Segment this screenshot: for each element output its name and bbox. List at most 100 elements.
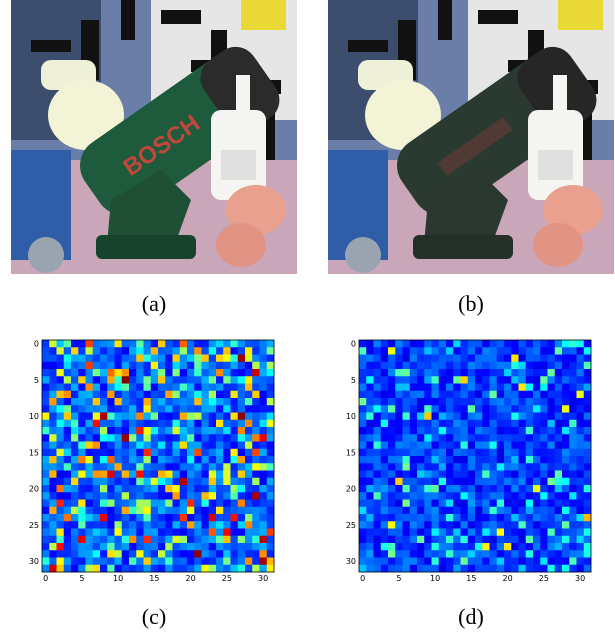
heatmap-cell — [373, 354, 382, 363]
heatmap-cell — [460, 470, 469, 479]
heatmap-cell — [417, 376, 425, 384]
heatmap-cell — [467, 419, 476, 428]
heatmap-cell — [107, 499, 115, 508]
heatmap-cell — [518, 340, 527, 348]
heatmap-cell — [518, 557, 527, 566]
heatmap-cell — [63, 521, 72, 529]
heatmap-cell — [489, 514, 498, 522]
heatmap-cell — [252, 448, 260, 457]
heatmap-cell — [373, 412, 382, 421]
heatmap-cell — [554, 535, 563, 544]
heatmap-cell — [583, 470, 592, 479]
heatmap-cell — [489, 521, 498, 529]
heatmap-cell — [158, 506, 166, 515]
heatmap-cell — [366, 456, 374, 464]
heatmap-cell — [63, 477, 72, 486]
heatmap-cell — [460, 434, 469, 442]
heatmap-cell — [56, 383, 65, 392]
heatmap-cell — [475, 354, 483, 363]
heatmap-cell — [547, 514, 556, 522]
heatmap-cell — [569, 405, 577, 413]
heatmap-cell — [431, 361, 440, 370]
heatmap-cell — [489, 340, 498, 348]
heatmap-cell — [402, 398, 411, 406]
heatmap-cell — [107, 412, 115, 421]
heatmap-cell — [453, 383, 461, 392]
heatmap-cell — [230, 543, 239, 551]
heatmap-cell — [49, 340, 57, 348]
heatmap-cell — [504, 543, 512, 551]
heatmap-cell — [540, 550, 548, 558]
heatmap-cell — [366, 506, 374, 515]
heatmap-cell — [525, 412, 534, 421]
heatmap-cell — [395, 361, 403, 370]
heatmap-cell — [187, 427, 195, 435]
heatmap-cell — [547, 463, 556, 471]
heatmap-cell — [540, 434, 548, 442]
heatmap-cell — [504, 383, 512, 392]
heatmap-cell — [359, 412, 367, 421]
heatmap-cell — [85, 405, 94, 413]
heatmap-cell — [518, 434, 527, 442]
heatmap-cell — [504, 528, 512, 537]
heatmap-cell — [56, 390, 65, 399]
heatmap-cell — [143, 347, 152, 355]
heatmap-cell — [569, 499, 577, 508]
heatmap-cell — [467, 564, 476, 573]
heatmap-cell — [547, 340, 556, 348]
heatmap-cell — [583, 448, 592, 457]
heatmap-cell — [511, 376, 519, 384]
heatmap-cell — [136, 470, 144, 479]
heatmap-cell — [453, 463, 461, 471]
heatmap-cell — [424, 543, 432, 551]
heatmap-cell — [245, 514, 253, 522]
heatmap-cell — [366, 340, 374, 348]
heatmap-cell — [208, 398, 217, 406]
heatmap-cell — [525, 369, 534, 377]
heatmap-cell — [482, 564, 490, 573]
heatmap-cell — [446, 361, 454, 370]
heatmap-cell — [518, 354, 527, 363]
heatmap-cell — [187, 521, 195, 529]
heatmap-cell — [114, 354, 123, 363]
heatmap-cell — [245, 550, 253, 558]
heatmap-cell — [107, 557, 115, 566]
heatmap-cell — [525, 470, 534, 479]
heatmap-cell — [460, 398, 469, 406]
heatmap-cell — [409, 528, 418, 537]
heatmap-cell — [230, 477, 239, 486]
heatmap-cell — [359, 434, 367, 442]
heatmap-cell — [208, 485, 217, 493]
heatmap-cell — [467, 456, 476, 464]
heatmap-cell — [424, 390, 432, 399]
heatmap-cell — [554, 347, 563, 355]
heatmap-cell — [511, 557, 519, 566]
heatmap-cell — [554, 485, 563, 493]
heatmap-cell — [42, 390, 50, 399]
heatmap-cell — [172, 477, 181, 486]
heatmap-cell — [266, 412, 275, 421]
heatmap-cell — [424, 514, 432, 522]
heatmap-cell — [489, 564, 498, 573]
heatmap-cell — [562, 543, 570, 551]
heatmap-cell — [49, 550, 57, 558]
heatmap-cell — [245, 528, 253, 537]
heatmap-cell — [395, 506, 403, 515]
heatmap-cell — [540, 557, 548, 566]
heatmap-cell — [475, 492, 483, 500]
heatmap-cell — [467, 376, 476, 384]
heatmap-cell — [424, 376, 432, 384]
heatmap-cell — [92, 514, 101, 522]
heatmap-cell — [216, 543, 224, 551]
heatmap-cell — [359, 347, 367, 355]
heatmap-cell — [71, 485, 79, 493]
heatmap-cell — [179, 543, 188, 551]
heatmap-cell — [63, 398, 72, 406]
heatmap-cell — [417, 470, 425, 479]
heatmap-cell — [518, 427, 527, 435]
heatmap-cell — [85, 340, 94, 348]
heatmap-cell — [165, 383, 173, 392]
heatmap-cell — [85, 550, 94, 558]
x-tick-label: 30 — [575, 574, 585, 583]
heatmap-cell — [554, 434, 563, 442]
